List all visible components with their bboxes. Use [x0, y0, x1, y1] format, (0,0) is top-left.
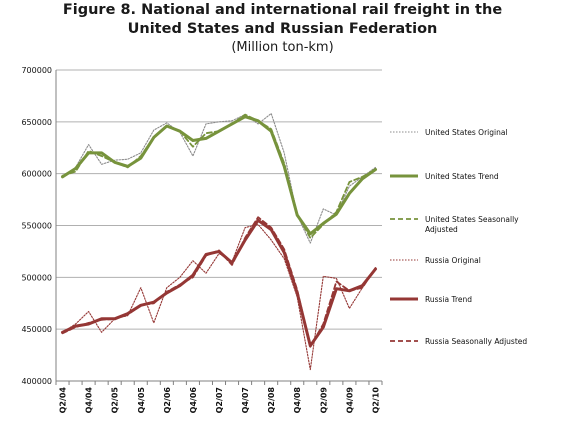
legend-label: Russia Seasonally Adjusted: [425, 337, 527, 346]
y-tick-label: 700000: [21, 66, 52, 75]
x-tick-label: Q4/06: [189, 387, 198, 414]
legend-label: Russia Trend: [425, 295, 472, 304]
x-tick-label: Q2/04: [59, 387, 68, 414]
series-line-russia-seasonally-adjusted: [61, 216, 377, 348]
legend-label: Russia Original: [425, 256, 481, 265]
legend-label: United States Seasonally: [425, 215, 519, 224]
legend-label: United States Trend: [425, 172, 499, 181]
y-tick-label: 550000: [21, 222, 52, 231]
y-tick-label: 650000: [21, 118, 52, 127]
chart-title-line-2: United States and Russian Federation: [127, 21, 438, 37]
x-tick-label: Q2/07: [215, 387, 224, 413]
x-tick-label: Q2/09: [319, 387, 328, 414]
chart-subtitle: (Million ton-km): [231, 40, 334, 55]
y-tick-label: 500000: [21, 273, 52, 282]
series-line-united-states-trend: [61, 115, 377, 236]
x-tick-label: Q2/06: [163, 387, 172, 414]
series-line-russia-trend: [61, 218, 377, 348]
legend-label: United States Original: [425, 128, 508, 137]
y-tick-label: 450000: [21, 325, 52, 334]
x-tick-label: Q4/05: [137, 387, 146, 414]
x-tick-label: Q4/07: [241, 387, 250, 413]
x-tick-label: Q2/08: [267, 387, 276, 414]
series-line-united-states-original: [61, 112, 377, 244]
y-tick-label: 400000: [21, 377, 52, 386]
x-tick-label: Q4/08: [293, 387, 302, 414]
x-tick-label: Q4/04: [85, 387, 94, 414]
series-line-united-states-seasonally-adjusted: [61, 113, 377, 239]
x-tick-label: Q2/05: [111, 387, 120, 414]
x-tick-label: Q2/10: [371, 387, 380, 414]
y-tick-label: 600000: [21, 170, 52, 179]
series-line-russia-original: [61, 223, 377, 371]
legend-label: Adjusted: [425, 225, 458, 234]
chart-title-line-1: Figure 8. National and international rai…: [62, 2, 503, 18]
x-tick-label: Q4/09: [345, 387, 354, 414]
